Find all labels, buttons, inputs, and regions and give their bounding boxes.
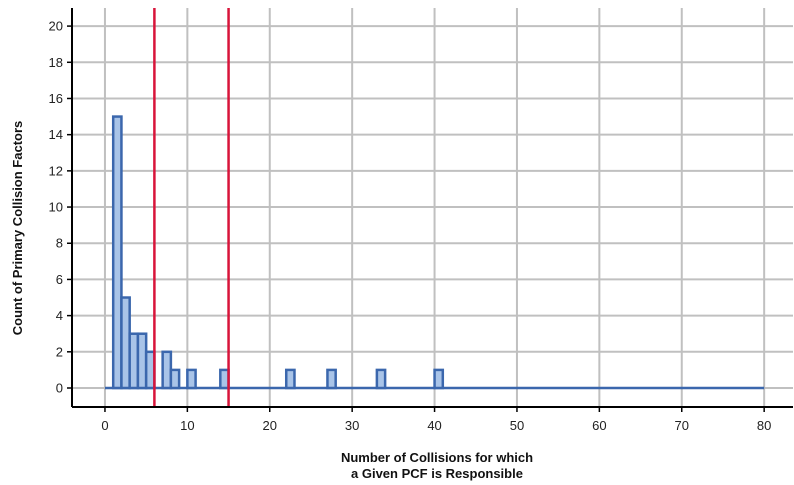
reference-lines xyxy=(153,8,230,407)
y-tick-label-8: 16 xyxy=(49,91,63,106)
histogram-bar-10 xyxy=(326,368,337,390)
x-axis-title-line-2: a Given PCF is Responsible xyxy=(351,466,523,481)
x-tick-label-1: 10 xyxy=(180,418,194,433)
y-axis-title: Count of Primary Collision Factors xyxy=(10,121,25,336)
histogram-bar-6 xyxy=(169,368,181,390)
grid-lines xyxy=(72,8,793,407)
y-tick-label-9: 18 xyxy=(49,55,63,70)
x-tick-label-2: 20 xyxy=(263,418,277,433)
histogram-bar-0 xyxy=(111,115,123,390)
y-tick-label-1: 2 xyxy=(56,344,63,359)
tick-labels: 0 10 20 30 40 50 60 70 80 0 2 4 6 8 10 12 14 16 18 20 xyxy=(49,19,772,433)
x-tick-label-0: 0 xyxy=(101,418,108,433)
y-tick-label-5: 10 xyxy=(49,200,63,215)
x-tick-label-5: 50 xyxy=(510,418,524,433)
y-tick-label-7: 14 xyxy=(49,127,63,142)
histogram-bar-7 xyxy=(186,368,197,390)
x-axis-title-line-1: Number of Collisions for which xyxy=(341,450,533,465)
x-tick-label-8: 80 xyxy=(757,418,771,433)
histogram-bar-12 xyxy=(433,368,445,390)
x-tick-label-4: 40 xyxy=(427,418,441,433)
axes xyxy=(67,8,793,412)
x-tick-label-3: 30 xyxy=(345,418,359,433)
histogram-bars xyxy=(104,115,765,390)
x-tick-label-7: 70 xyxy=(675,418,689,433)
y-tick-label-0: 0 xyxy=(56,381,63,396)
y-tick-label-2: 4 xyxy=(56,308,63,323)
histogram-bar-9 xyxy=(284,368,296,390)
y-tick-label-3: 6 xyxy=(56,272,63,287)
y-tick-label-6: 12 xyxy=(49,163,63,178)
y-tick-label-4: 8 xyxy=(56,236,63,251)
x-tick-label-6: 60 xyxy=(592,418,606,433)
y-tick-label-10: 20 xyxy=(49,19,63,34)
histogram-bar-11 xyxy=(375,368,387,390)
